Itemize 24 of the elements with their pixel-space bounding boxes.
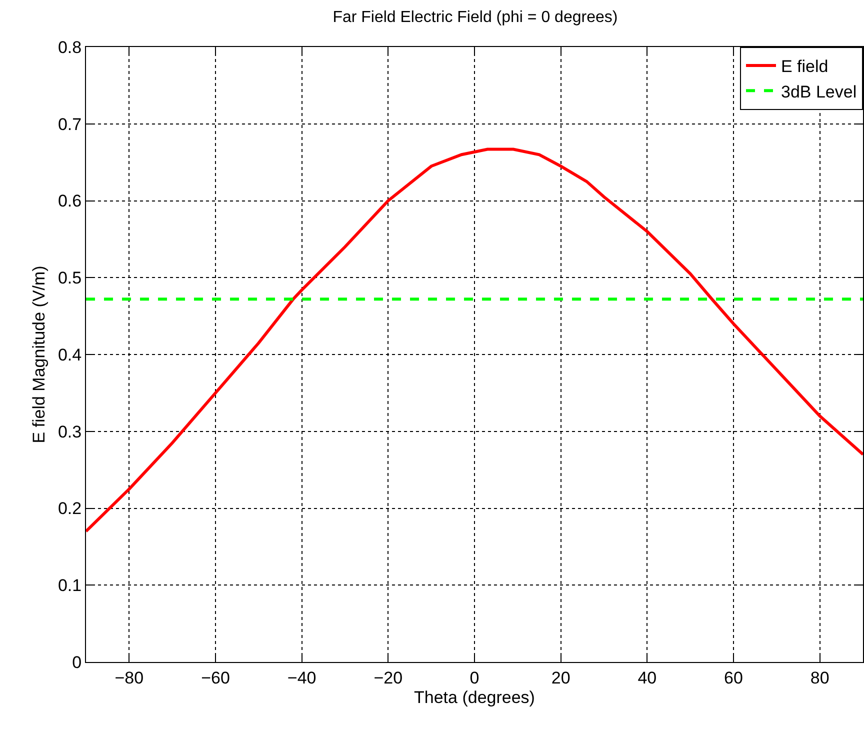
x-tick-label: 40 <box>638 668 657 688</box>
x-tick-label: −20 <box>374 668 403 688</box>
y-tick-label: 0 <box>72 652 82 672</box>
legend-label: E field <box>781 57 828 76</box>
y-tick-label: 0.3 <box>58 422 82 442</box>
x-tick-label: −80 <box>114 668 144 688</box>
y-tick-label: 0.2 <box>58 499 82 518</box>
x-tick-label: 60 <box>724 668 743 688</box>
chart-title: Far Field Electric Field (phi = 0 degrees) <box>332 9 618 26</box>
y-tick-label: 0.4 <box>58 345 82 364</box>
y-tick-label: 0.6 <box>58 192 82 211</box>
y-tick-label: 0.8 <box>58 38 82 57</box>
x-tick-label: −60 <box>201 668 230 688</box>
x-tick-label: −40 <box>287 668 316 688</box>
legend-label: 3dB Level <box>781 82 857 102</box>
line-series <box>86 148 863 533</box>
x-tick-label: 20 <box>551 668 570 688</box>
x-axis-title: Theta (degrees) <box>414 688 535 707</box>
y-axis-title: E field Magnitude (V/m) <box>30 266 49 444</box>
y-tick-label: 0.5 <box>58 268 82 288</box>
y-tick-label: 0.7 <box>58 114 82 134</box>
y-tick-label: 0.1 <box>58 576 82 596</box>
x-tick-label: 80 <box>810 668 830 688</box>
x-tick-label: 0 <box>470 668 480 688</box>
